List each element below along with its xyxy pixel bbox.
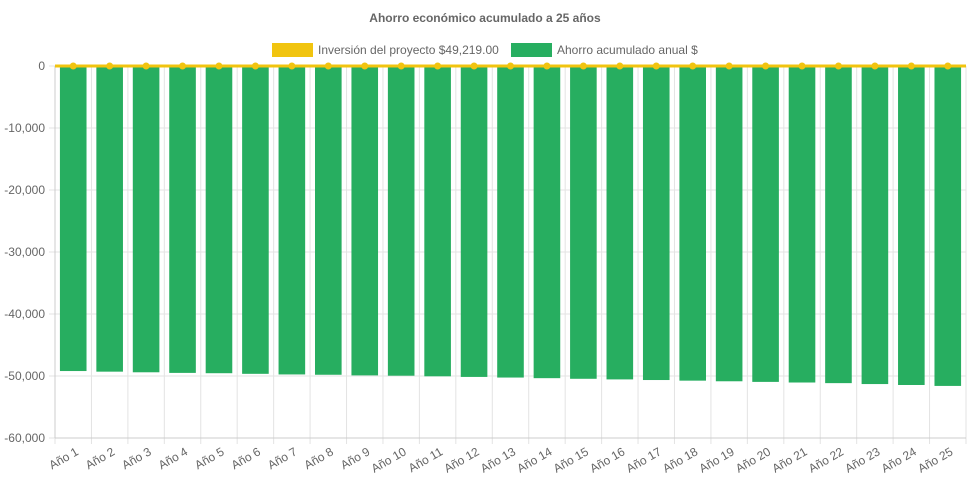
bar[interactable]	[460, 66, 488, 377]
line-point[interactable]	[834, 62, 842, 70]
line-point[interactable]	[215, 62, 223, 70]
y-tick-label: -20,000	[4, 183, 45, 197]
line-point[interactable]	[69, 62, 77, 70]
chart-title: Ahorro económico acumulado a 25 años	[369, 11, 601, 25]
bar[interactable]	[205, 66, 233, 374]
line-point[interactable]	[652, 62, 660, 70]
bar[interactable]	[424, 66, 451, 377]
line-point[interactable]	[470, 62, 478, 70]
line-point[interactable]	[798, 62, 806, 70]
bar[interactable]	[642, 66, 670, 381]
line-point[interactable]	[324, 62, 332, 70]
bar[interactable]	[278, 66, 306, 375]
y-tick-label: -50,000	[4, 369, 45, 383]
bar[interactable]	[387, 66, 415, 376]
line-point[interactable]	[762, 62, 770, 70]
x-tick-label: Año 2	[83, 444, 117, 472]
x-tick-label: Año 24	[879, 444, 919, 475]
bar[interactable]	[169, 66, 196, 373]
y-tick-label: -40,000	[4, 307, 45, 321]
y-tick-label: -60,000	[4, 431, 45, 445]
bar[interactable]	[898, 66, 925, 385]
x-tick-label: Año 21	[770, 444, 810, 475]
x-axis: Año 1 Año 2 Año 3 Año 4 Año 5 Año 6 Año 7 Año 8…	[47, 437, 966, 476]
bar[interactable]	[606, 66, 634, 380]
line-point[interactable]	[616, 62, 624, 70]
bar[interactable]	[497, 66, 524, 378]
x-tick-label: Año 8	[302, 444, 336, 472]
x-tick-label: Año 23	[842, 444, 882, 475]
x-tick-label: Año 20	[733, 444, 773, 475]
x-tick-label: Año 3	[119, 444, 153, 472]
y-tick-label: -10,000	[4, 121, 45, 135]
x-tick-label: Año 4	[156, 444, 190, 472]
bar[interactable]	[715, 66, 743, 382]
legend-swatch-savings	[511, 43, 552, 57]
bar[interactable]	[679, 66, 707, 381]
legend: Inversión del proyecto $49,219.00 Ahorro…	[272, 43, 698, 57]
line-point[interactable]	[907, 62, 915, 70]
line-point[interactable]	[106, 62, 114, 70]
line-point[interactable]	[507, 62, 514, 70]
bar[interactable]	[570, 66, 597, 379]
line-point[interactable]	[689, 62, 697, 70]
bar[interactable]	[861, 66, 889, 385]
bar[interactable]	[242, 66, 269, 374]
x-tick-label: Año 18	[660, 444, 700, 475]
bar[interactable]	[825, 66, 852, 384]
x-tick-label: Año 1	[47, 444, 81, 472]
x-tick-label: Año 19	[697, 444, 737, 475]
bar[interactable]	[59, 66, 87, 372]
line-point[interactable]	[361, 62, 369, 70]
y-tick-label: -30,000	[4, 245, 45, 259]
line-point[interactable]	[251, 62, 259, 70]
x-tick-label: Año 9	[338, 444, 372, 472]
x-tick-label: Año 25	[915, 444, 955, 475]
line-point[interactable]	[288, 62, 296, 70]
line-point[interactable]	[725, 62, 733, 70]
bar[interactable]	[314, 66, 342, 375]
x-tick-label: Año 12	[442, 444, 482, 475]
x-tick-label: Año 10	[369, 444, 409, 475]
line-point[interactable]	[434, 62, 442, 70]
x-tick-label: Año 17	[624, 444, 664, 475]
bar[interactable]	[132, 66, 160, 373]
legend-item-investment[interactable]: Inversión del proyecto $49,219.00	[272, 43, 499, 57]
line-series	[55, 62, 966, 70]
line-point[interactable]	[179, 62, 187, 70]
bar[interactable]	[351, 66, 379, 376]
bar[interactable]	[934, 66, 962, 386]
legend-swatch-investment	[272, 43, 313, 57]
x-tick-label: Año 16	[587, 444, 627, 475]
line-point[interactable]	[397, 62, 405, 70]
line-point[interactable]	[543, 62, 551, 70]
x-tick-label: Año 14	[514, 444, 554, 475]
bar[interactable]	[533, 66, 561, 379]
x-tick-label: Año 6	[229, 444, 263, 472]
bar[interactable]	[788, 66, 816, 383]
grid	[49, 65, 967, 444]
x-tick-label: Año 11	[406, 444, 445, 475]
legend-label-investment: Inversión del proyecto $49,219.00	[318, 43, 499, 57]
x-tick-label: Año 13	[478, 444, 518, 475]
bar[interactable]	[96, 66, 123, 372]
legend-label-savings: Ahorro acumulado anual $	[557, 43, 698, 57]
legend-item-savings[interactable]: Ahorro acumulado anual $	[511, 43, 698, 57]
x-tick-label: Año 5	[192, 444, 226, 472]
x-tick-label: Año 22	[806, 444, 846, 475]
line-point[interactable]	[871, 62, 879, 70]
x-tick-label: Año 15	[551, 444, 591, 475]
x-tick-label: Año 7	[265, 444, 299, 472]
bars-series	[59, 66, 962, 386]
line-point[interactable]	[579, 62, 587, 70]
y-tick-label: 0	[38, 59, 45, 73]
bar[interactable]	[752, 66, 779, 382]
line-point[interactable]	[944, 62, 952, 70]
line-point[interactable]	[142, 62, 150, 70]
y-axis: 0 -10,000 -20,000 -30,000 -40,000 -50,000 -60,…	[4, 59, 56, 445]
